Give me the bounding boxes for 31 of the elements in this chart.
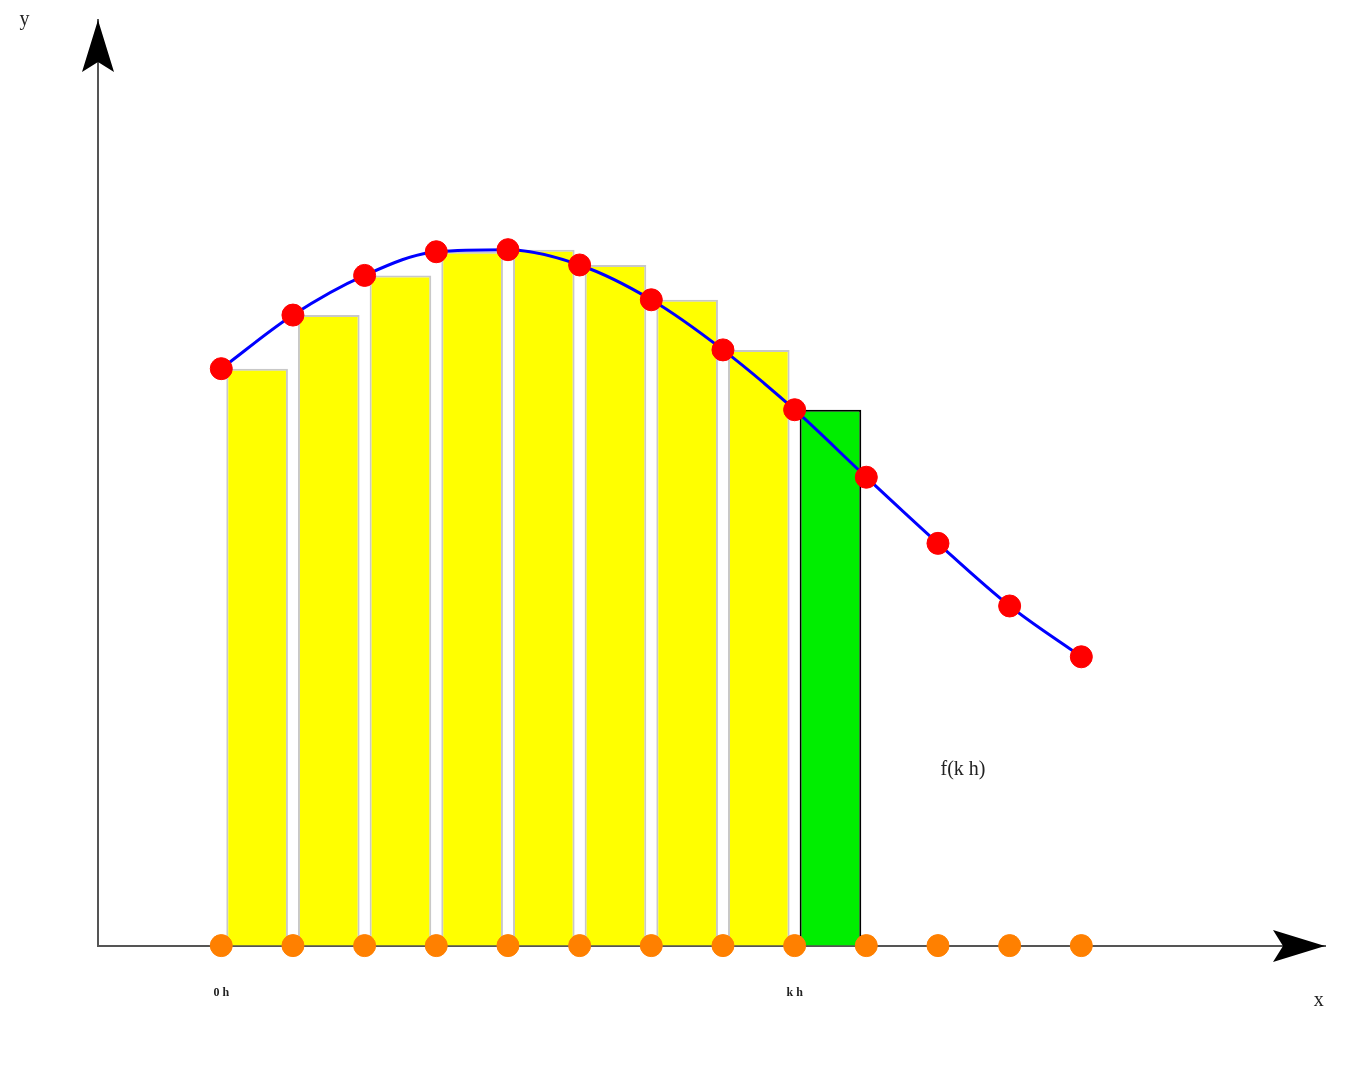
point <box>1069 645 1093 669</box>
point <box>926 934 950 958</box>
point <box>281 934 305 958</box>
text: x <box>1313 988 1324 1011</box>
point <box>281 303 305 327</box>
point <box>424 240 448 264</box>
point <box>926 531 950 555</box>
point <box>209 934 233 958</box>
point <box>711 934 735 958</box>
point <box>496 934 520 958</box>
point <box>568 253 592 277</box>
point <box>496 238 520 262</box>
point <box>639 934 663 958</box>
point <box>783 934 807 958</box>
point <box>209 357 233 381</box>
point <box>854 465 878 489</box>
point <box>854 934 878 958</box>
point <box>1069 934 1093 958</box>
point <box>998 934 1022 958</box>
point <box>424 934 448 958</box>
point <box>998 594 1022 618</box>
annotation: f(k h) <box>940 756 986 780</box>
point <box>639 288 663 312</box>
point <box>568 934 592 958</box>
point <box>783 398 807 422</box>
point <box>711 338 735 362</box>
x-tick-label: 0 h <box>213 984 230 999</box>
text: y <box>19 7 30 31</box>
point <box>353 934 377 958</box>
x-tick-label: k h <box>786 984 804 999</box>
point <box>353 263 377 287</box>
